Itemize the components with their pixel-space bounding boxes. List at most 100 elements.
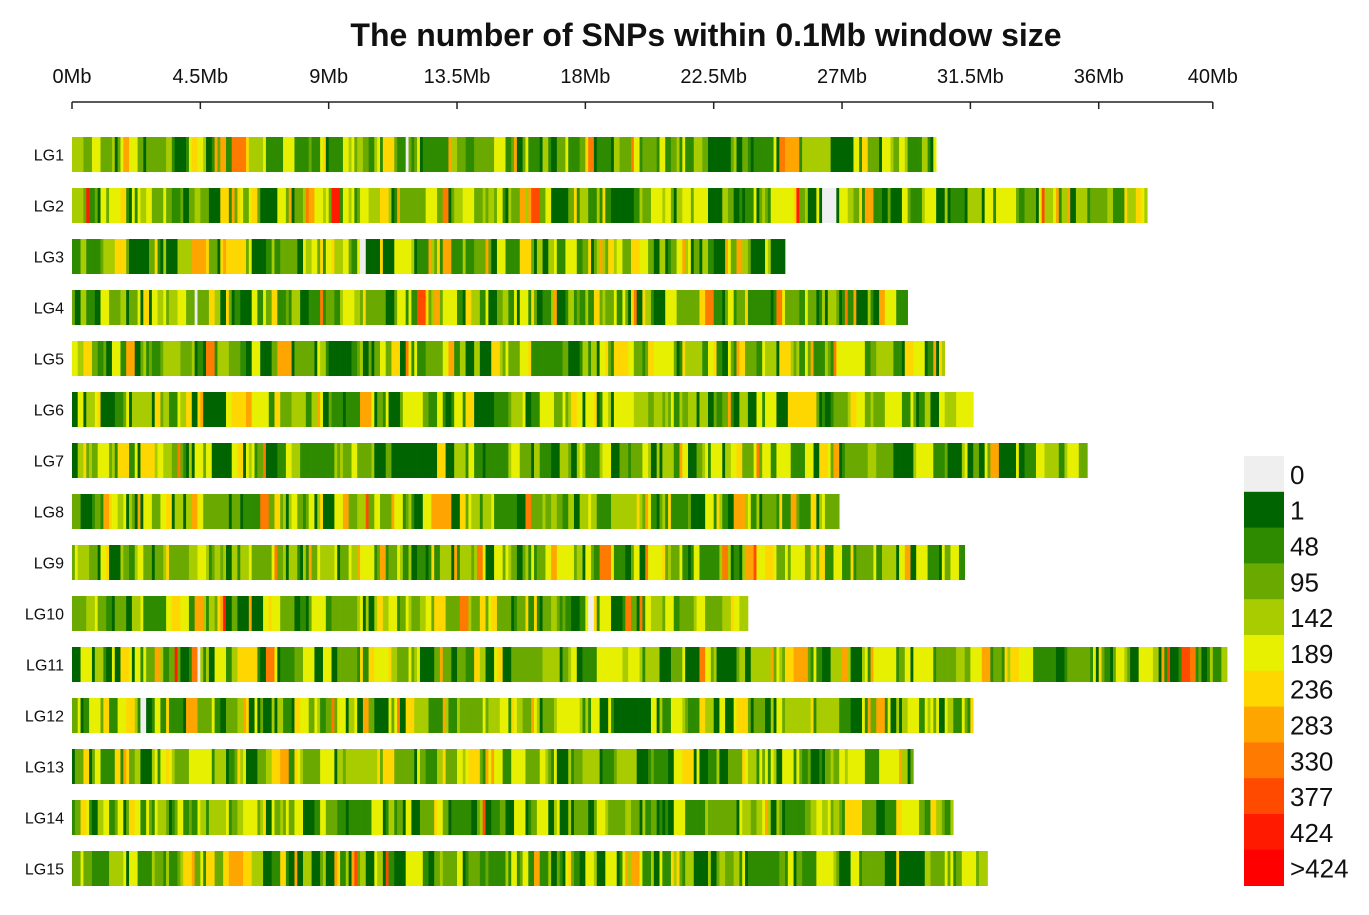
- snp-window: [528, 647, 532, 682]
- snp-window: [653, 647, 658, 682]
- snp-window: [522, 596, 526, 631]
- snp-window: [265, 800, 270, 835]
- snp-window: [725, 647, 729, 682]
- snp-window: [177, 239, 181, 274]
- snp-window: [901, 392, 906, 427]
- snp-window: [254, 647, 258, 682]
- snp-window: [425, 647, 429, 682]
- snp-window: [83, 698, 87, 733]
- snp-window: [736, 443, 740, 478]
- snp-window: [129, 545, 133, 580]
- snp-window: [944, 647, 948, 682]
- snp-window: [705, 749, 709, 784]
- snp-window: [1058, 647, 1062, 682]
- snp-window: [177, 137, 181, 172]
- snp-window: [496, 749, 501, 784]
- snp-window: [633, 341, 638, 376]
- snp-window: [608, 341, 612, 376]
- snp-window: [171, 443, 176, 478]
- snp-window: [827, 494, 831, 529]
- snp-window: [725, 392, 729, 427]
- snp-window: [819, 647, 823, 682]
- snp-window: [280, 188, 284, 223]
- snp-window: [559, 800, 563, 835]
- snp-window: [599, 341, 603, 376]
- snp-window: [739, 800, 743, 835]
- snp-window: [248, 749, 253, 784]
- snp-window: [200, 341, 204, 376]
- snp-window: [109, 698, 113, 733]
- snp-window: [237, 239, 241, 274]
- snp-window: [168, 188, 173, 223]
- snp-window: [930, 851, 934, 886]
- snp-window: [916, 392, 920, 427]
- snp-window: [899, 290, 903, 325]
- snp-window: [933, 392, 937, 427]
- snp-window: [308, 545, 312, 580]
- snp-window: [890, 290, 894, 325]
- snp-window: [859, 851, 863, 886]
- snp-window: [437, 341, 441, 376]
- snp-window: [109, 596, 113, 631]
- snp-window: [471, 443, 475, 478]
- snp-window: [742, 596, 746, 631]
- snp-window: [508, 545, 512, 580]
- snp-window: [648, 545, 652, 580]
- snp-window: [907, 137, 911, 172]
- snp-window: [485, 596, 489, 631]
- snp-window: [522, 443, 526, 478]
- snp-window: [516, 239, 521, 274]
- snp-window: [1112, 188, 1117, 223]
- snp-window: [183, 647, 187, 682]
- snp-window: [188, 851, 193, 886]
- snp-window: [342, 851, 347, 886]
- snp-window: [1061, 443, 1065, 478]
- snp-window: [919, 698, 923, 733]
- snp-window: [536, 341, 541, 376]
- snp-window: [220, 239, 224, 274]
- snp-window: [228, 545, 233, 580]
- snp-window: [345, 188, 349, 223]
- snp-window: [277, 596, 281, 631]
- snp-window: [217, 851, 221, 886]
- snp-window: [317, 698, 321, 733]
- snp-window: [1095, 647, 1100, 682]
- snp-window: [83, 239, 87, 274]
- snp-window: [673, 851, 677, 886]
- snp-window: [251, 137, 255, 172]
- snp-window: [228, 341, 233, 376]
- snp-window: [901, 851, 906, 886]
- snp-window: [97, 545, 101, 580]
- snp-window: [434, 596, 438, 631]
- snp-window: [967, 698, 971, 733]
- snp-window: [254, 137, 258, 172]
- snp-window: [211, 290, 215, 325]
- snp-window: [770, 188, 774, 223]
- snp-window: [921, 698, 926, 733]
- snp-window: [779, 341, 783, 376]
- snp-window: [1041, 443, 1045, 478]
- snp-window: [151, 188, 156, 223]
- snp-window: [716, 137, 720, 172]
- snp-window: [351, 137, 355, 172]
- snp-window: [300, 647, 304, 682]
- snp-window: [665, 137, 669, 172]
- snp-window: [260, 290, 264, 325]
- snp-window: [790, 800, 794, 835]
- snp-window: [765, 698, 769, 733]
- snp-window: [496, 851, 501, 886]
- snp-window: [109, 137, 113, 172]
- snp-window: [482, 494, 486, 529]
- snp-window: [782, 851, 786, 886]
- snp-window: [619, 800, 623, 835]
- snp-window: [331, 749, 335, 784]
- snp-window: [311, 596, 315, 631]
- x-tick-label: 31.5Mb: [937, 66, 1004, 88]
- snp-window: [742, 749, 746, 784]
- snp-window: [465, 800, 469, 835]
- snp-window: [842, 341, 846, 376]
- snp-window: [183, 698, 187, 733]
- snp-window: [140, 341, 144, 376]
- snp-window: [311, 494, 315, 529]
